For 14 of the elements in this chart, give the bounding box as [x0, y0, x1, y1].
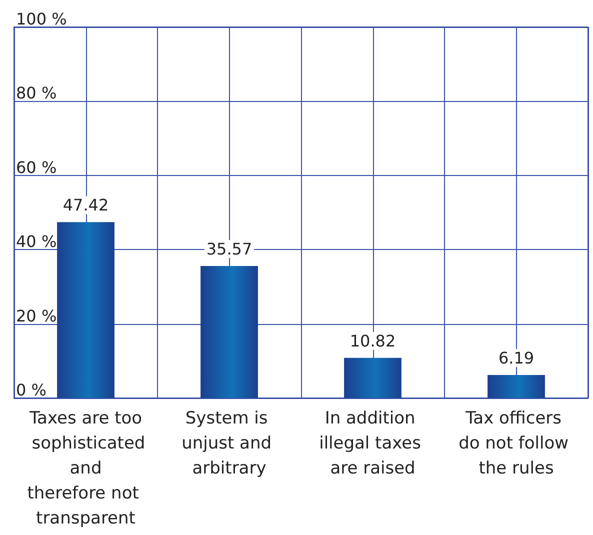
y-tick-label: 20 %: [16, 306, 57, 326]
data-label: 35.57: [206, 240, 252, 259]
y-tick-label: 0 %: [16, 380, 46, 400]
x-tick-label: In addition illegal taxes are raised: [319, 408, 426, 478]
y-tick-label: 100 %: [16, 10, 67, 28]
data-label: 10.82: [350, 331, 396, 350]
data-label: 6.19: [498, 348, 534, 368]
x-tick-label: Tax officers do not follow the rules: [458, 408, 574, 478]
y-tick-label: 60 %: [16, 158, 57, 177]
y-tick-label: 80 %: [16, 84, 57, 103]
x-tick-label: Taxes are too sophisticated and therefore not transparent: [26, 408, 146, 528]
x-tick-label: System is unjust and arbitrary: [182, 408, 277, 478]
y-tick-label: 40 %: [16, 232, 57, 252]
data-label: 47.42: [62, 196, 109, 215]
